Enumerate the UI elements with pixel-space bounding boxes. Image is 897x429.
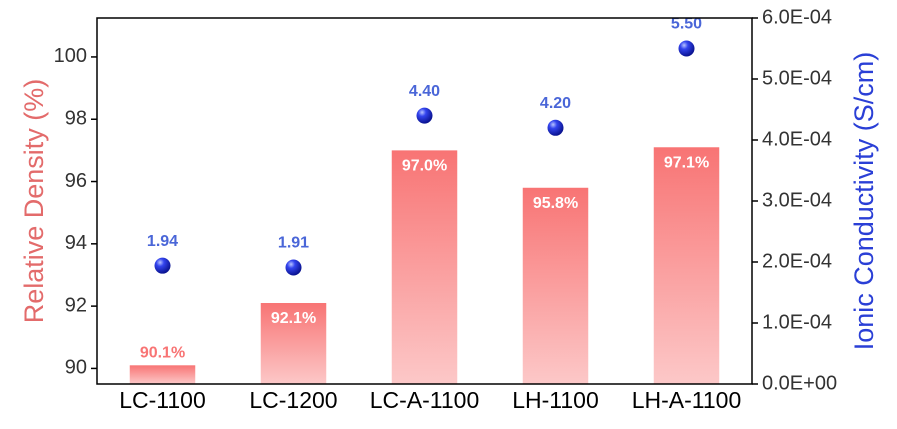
bar-value-label: 90.1% bbox=[140, 345, 185, 362]
bar-value-label: 97.0% bbox=[402, 158, 447, 175]
point bbox=[154, 257, 171, 274]
y2-tick-label: 3.0E-04 bbox=[762, 189, 832, 211]
y-tick-label: 94 bbox=[65, 232, 87, 254]
point bbox=[285, 259, 302, 276]
y-axis-label: Relative Density (%) bbox=[19, 79, 49, 324]
y-tick-label: 90 bbox=[65, 357, 87, 379]
point-value-label: 1.94 bbox=[147, 233, 178, 250]
bar bbox=[129, 365, 196, 384]
point-value-label: 4.40 bbox=[409, 83, 440, 100]
bar-value-label: 97.1% bbox=[664, 154, 709, 171]
y2-tick-label: 6.0E-04 bbox=[762, 6, 832, 28]
x-tick-label: LC-A-1100 bbox=[370, 387, 480, 413]
x-tick-label: LC-1200 bbox=[249, 387, 337, 413]
y-tick-label: 92 bbox=[65, 294, 87, 316]
y-tick-label: 96 bbox=[65, 170, 87, 192]
y-tick-label: 100 bbox=[54, 45, 87, 67]
y2-tick-label: 2.0E-04 bbox=[762, 250, 832, 272]
plot-frame bbox=[96, 17, 753, 385]
point bbox=[547, 119, 564, 136]
x-tick-label: LC-1100 bbox=[119, 387, 206, 413]
bar bbox=[653, 147, 720, 384]
bar-value-label: 92.1% bbox=[271, 310, 316, 327]
x-tick-label: LH-A-1100 bbox=[632, 387, 742, 413]
y2-tick-label: 5.0E-04 bbox=[762, 67, 832, 89]
bar bbox=[522, 187, 589, 384]
bar bbox=[260, 303, 327, 384]
y2-tick-label: 4.0E-04 bbox=[762, 128, 832, 150]
bar-value-label: 95.8% bbox=[533, 195, 578, 212]
x-tick-label: LH-1100 bbox=[512, 387, 599, 413]
point-value-label: 5.50 bbox=[671, 16, 702, 33]
bar bbox=[391, 150, 458, 384]
point bbox=[678, 40, 695, 57]
y-tick-label: 98 bbox=[65, 108, 87, 130]
y2-tick-label: 0.0E+00 bbox=[762, 372, 837, 394]
y2-tick-label: 1.0E-04 bbox=[762, 311, 832, 333]
y2-axis-label: Ionic Conductivity (S/cm) bbox=[849, 52, 879, 351]
point-value-label: 4.20 bbox=[540, 95, 571, 112]
point-value-label: 1.91 bbox=[278, 235, 309, 252]
point bbox=[416, 107, 433, 124]
